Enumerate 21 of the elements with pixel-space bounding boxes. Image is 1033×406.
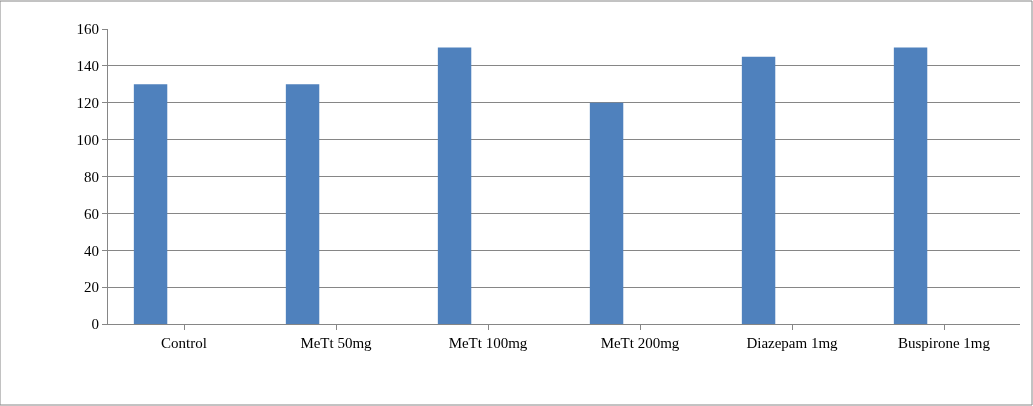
y-tick-label: 0 [91,316,99,333]
y-tick-label: 60 [84,205,99,222]
y-tick-label: 40 [84,242,99,259]
x-tick-label: MeTt 200mg [600,335,680,351]
bar [133,84,168,324]
y-tick-label: 80 [84,168,99,185]
bar [285,84,320,324]
y-tick-label: 20 [84,279,99,296]
x-tick-label: Control [161,335,207,351]
y-tick-label: 100 [76,131,99,148]
x-tick-label: MeTt 100mg [448,335,528,351]
y-tick-label: 140 [76,58,99,75]
y-tick-label: 160 [76,21,99,38]
bar [741,56,776,324]
bar [589,102,624,324]
x-tick-label: MeTt 50mg [300,335,373,351]
y-tick-label: 120 [76,95,99,111]
bar [437,47,472,324]
bar [893,47,928,324]
x-tick-label: Diazepam 1mg [746,335,839,351]
x-tick-label: Buspirone 1mg [897,335,991,351]
